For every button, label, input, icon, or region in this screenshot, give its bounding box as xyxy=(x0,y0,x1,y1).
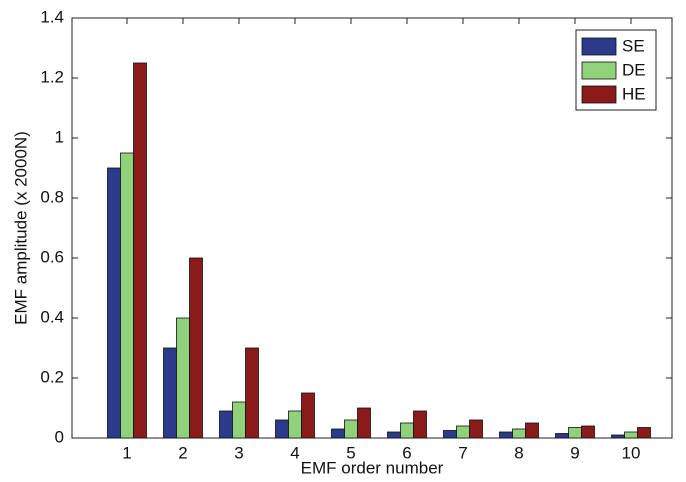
x-tick-label: 3 xyxy=(234,443,243,462)
bar xyxy=(133,62,147,439)
x-tick-label: 2 xyxy=(178,443,187,462)
bar xyxy=(499,431,513,439)
x-tick-label: 6 xyxy=(402,443,411,462)
bar xyxy=(232,401,246,439)
y-tick-label: 0.8 xyxy=(40,187,64,206)
bar xyxy=(512,428,526,439)
y-tick-label: 1.4 xyxy=(40,7,64,26)
bar xyxy=(189,257,203,439)
x-tick-label: 1 xyxy=(122,443,131,462)
y-tick-label: 0 xyxy=(55,427,64,446)
bar xyxy=(581,425,595,439)
bar xyxy=(525,422,539,439)
bar xyxy=(344,419,358,439)
bar xyxy=(555,433,569,439)
x-tick-label: 9 xyxy=(570,443,579,462)
bar xyxy=(357,407,371,439)
legend-swatch xyxy=(581,61,617,80)
y-tick-label: 1 xyxy=(55,127,64,146)
bar xyxy=(456,425,470,439)
bar xyxy=(624,431,638,439)
bar xyxy=(637,427,651,439)
bar xyxy=(611,434,625,439)
bar xyxy=(443,430,457,439)
y-axis-label: EMF amplitude (x 2000N) xyxy=(11,131,30,325)
y-tick-label: 0.2 xyxy=(40,367,64,386)
bar xyxy=(163,347,177,439)
x-tick-label: 7 xyxy=(458,443,467,462)
x-axis-label: EMF order number xyxy=(301,458,444,477)
y-tick-label: 0.4 xyxy=(40,307,64,326)
bar xyxy=(245,347,259,439)
bar xyxy=(387,431,401,439)
bar xyxy=(413,410,427,439)
bar xyxy=(469,419,483,439)
legend-label: DE xyxy=(622,60,646,79)
legend-swatch xyxy=(581,37,617,56)
legend-label: HE xyxy=(622,84,646,103)
bar xyxy=(568,427,582,439)
bar xyxy=(400,422,414,439)
bar xyxy=(331,428,345,439)
legend-swatch xyxy=(581,85,617,104)
y-tick-label: 1.2 xyxy=(40,67,64,86)
bar xyxy=(176,317,190,439)
x-tick-label: 5 xyxy=(346,443,355,462)
legend: SE DE HE xyxy=(575,29,657,111)
bar xyxy=(288,410,302,439)
bar xyxy=(219,410,233,439)
bar xyxy=(275,419,289,439)
y-tick-label: 0.6 xyxy=(40,247,64,266)
x-tick-label: 4 xyxy=(290,443,299,462)
bar xyxy=(301,392,315,439)
x-tick-label: 8 xyxy=(514,443,523,462)
legend-label: SE xyxy=(622,36,645,55)
bar xyxy=(107,167,121,439)
bar xyxy=(120,152,134,439)
x-tick-label: 10 xyxy=(622,443,641,462)
